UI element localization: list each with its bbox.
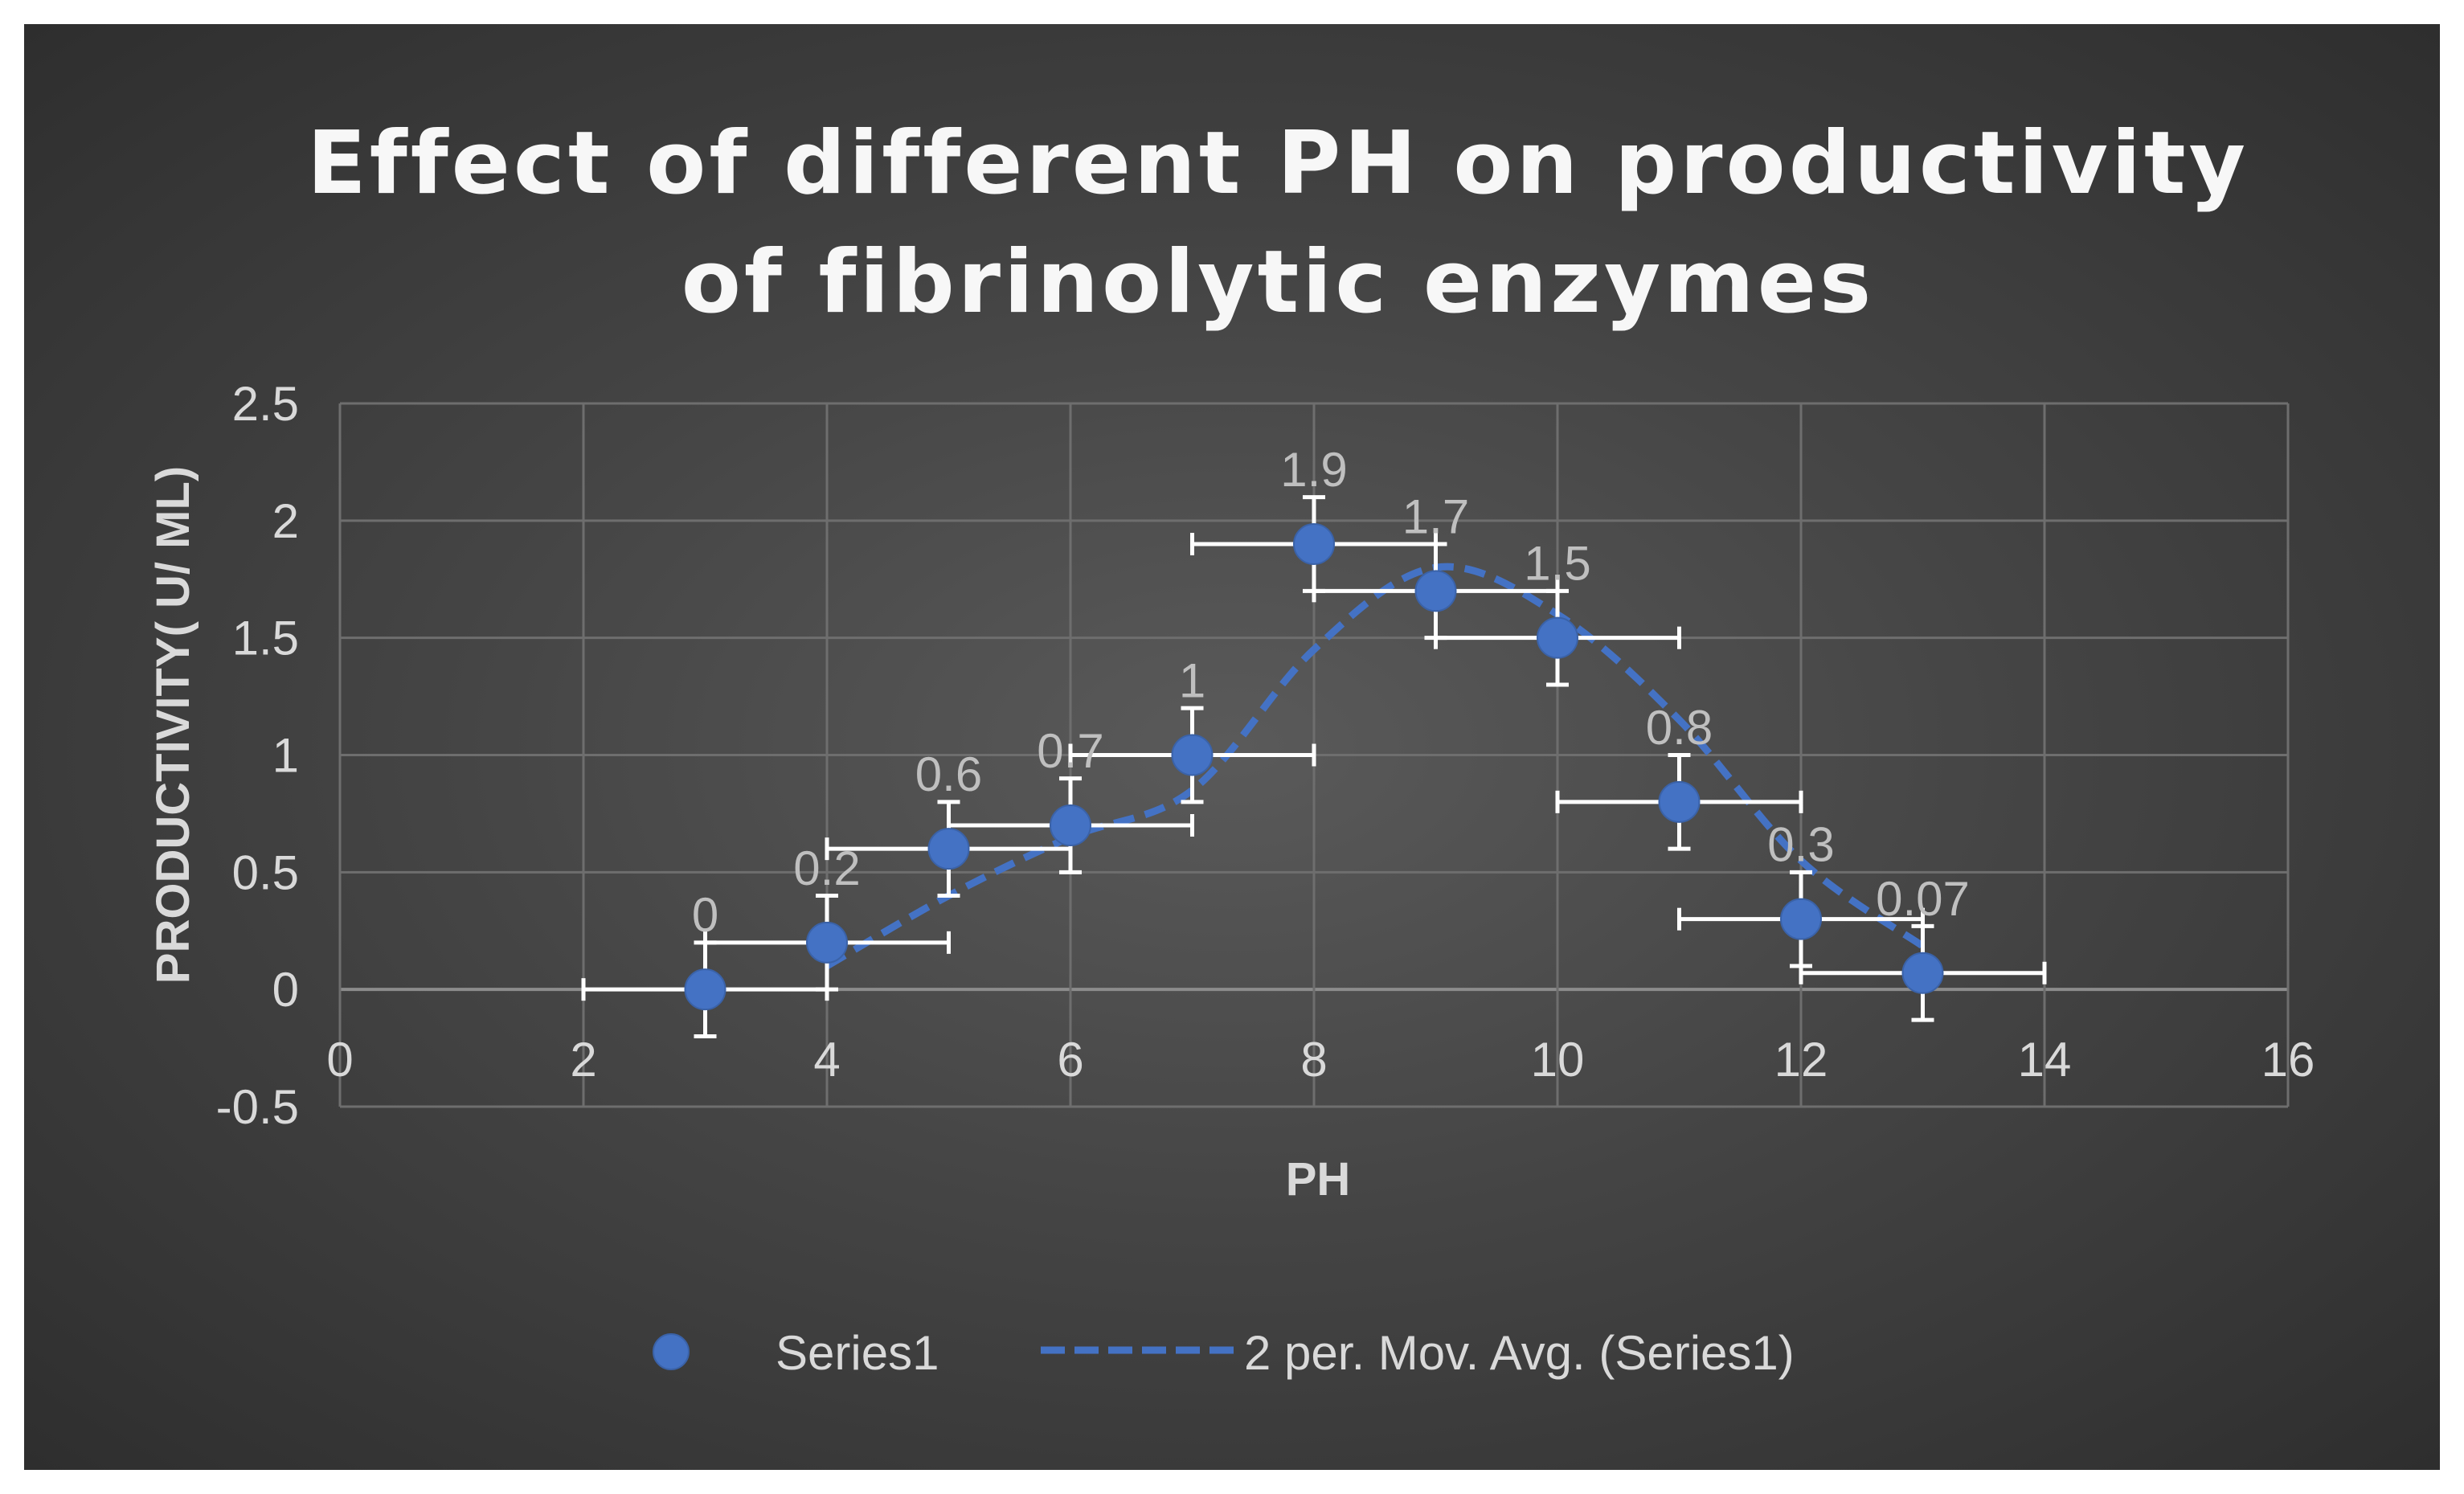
legend-label-trendline: 2 per. Mov. Avg. (Series1) — [1244, 1326, 1795, 1380]
chart-title-line-1: Effect of different PH on productivity — [307, 113, 2249, 214]
data-label: 1 — [1179, 654, 1205, 708]
trendline-layer — [825, 563, 1926, 969]
legend-label-series1: Series1 — [776, 1326, 939, 1380]
error-bars-layer — [581, 495, 2047, 1038]
x-tick-label: 14 — [2018, 1033, 2072, 1087]
y-axis-title: PRODUCTIVITY( U/ ML) — [147, 466, 199, 984]
chart-title-line-2: of fibrinolytic enzymes — [681, 232, 1875, 333]
y-tick-label: 1.5 — [232, 612, 299, 665]
legend-marker-series1 — [653, 1333, 690, 1370]
data-point — [1293, 523, 1335, 565]
data-label: 0.3 — [1767, 818, 1834, 872]
data-label: 1.9 — [1280, 443, 1347, 497]
data-point — [806, 921, 848, 964]
x-tick-label: 6 — [1057, 1033, 1083, 1087]
y-tick-label: 2 — [272, 494, 299, 548]
x-tick-label: 10 — [1531, 1033, 1585, 1087]
y-axis-ticks: -0.5 0 0.5 1 1.5 2 2.5 — [216, 377, 299, 1134]
y-tick-label: 1 — [272, 729, 299, 783]
legend: Series1 2 per. Mov. Avg. (Series1) — [653, 1326, 1795, 1380]
chart-svg: Effect of different PH on productivity o… — [147, 113, 2315, 1380]
data-point — [1050, 804, 1091, 846]
data-label: 0.6 — [915, 747, 982, 801]
y-tick-label: 2.5 — [232, 377, 299, 431]
chart-title: Effect of different PH on productivity o… — [307, 113, 2249, 333]
x-tick-label: 2 — [570, 1033, 596, 1087]
data-label: 1.7 — [1402, 489, 1469, 543]
moving-average-trendline — [825, 563, 1926, 969]
x-tick-label: 0 — [326, 1033, 353, 1087]
x-tick-label: 8 — [1300, 1033, 1327, 1087]
data-label: 0.8 — [1646, 701, 1713, 755]
y-tick-label: 0 — [272, 963, 299, 1017]
data-point — [684, 968, 727, 1011]
data-label: 0.7 — [1037, 724, 1103, 778]
x-axis-title: PH — [1286, 1153, 1351, 1205]
data-point — [927, 828, 970, 870]
data-point — [1780, 898, 1822, 940]
data-point — [1658, 780, 1701, 823]
y-tick-label: 0.5 — [232, 845, 299, 899]
data-point — [1537, 616, 1578, 659]
data-points-layer — [684, 523, 1944, 1011]
data-label: 0.2 — [793, 841, 860, 895]
data-label: 1.5 — [1524, 537, 1590, 591]
x-axis-ticks: 0 2 4 6 8 10 12 14 16 — [326, 1033, 2315, 1087]
chart-frame: Effect of different PH on productivity o… — [24, 24, 2440, 1470]
data-label: 0 — [692, 888, 718, 942]
data-label: 0.07 — [1876, 872, 1970, 926]
data-point — [1901, 952, 1944, 994]
y-tick-label: -0.5 — [216, 1080, 299, 1134]
x-tick-label: 16 — [2261, 1033, 2315, 1087]
x-tick-label: 12 — [1774, 1033, 1828, 1087]
data-point — [1414, 570, 1457, 612]
data-point — [1171, 734, 1214, 776]
x-tick-label: 4 — [813, 1033, 840, 1087]
data-labels-layer: 0 0.2 0.6 0.7 1 1.9 1.7 1.5 0.8 0.3 0.07 — [692, 443, 1970, 942]
